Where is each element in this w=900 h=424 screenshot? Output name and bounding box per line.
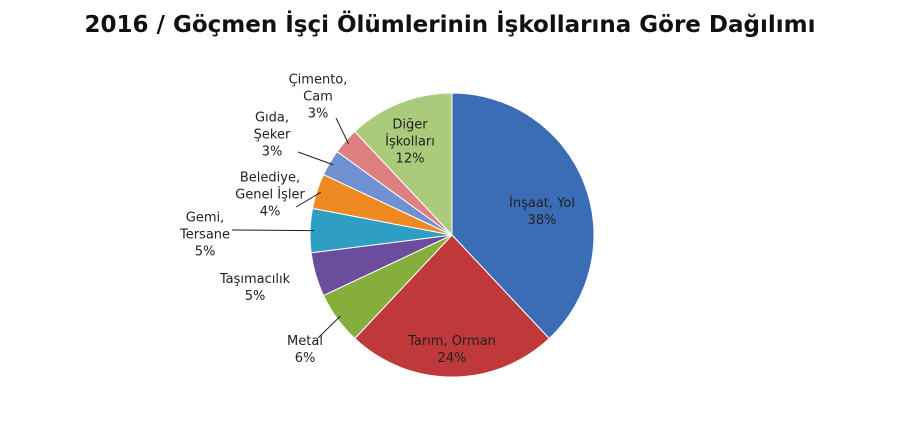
category-label: Gıda, Şeker [253,110,291,143]
slice-label: Belediye, Genel İşler 4% [225,170,315,221]
value-label: 24% [437,351,467,366]
value-label: 3% [307,106,329,122]
value-label: 3% [261,144,283,160]
leader-line [317,315,341,339]
leader-line [295,191,322,208]
leader-line [297,151,334,166]
category-label: Belediye, Genel İşler [235,170,305,203]
slice-label: Çimento, Cam 3% [278,72,358,123]
leader-line [335,117,349,144]
category-label: İnşaat, Yol [509,196,575,211]
category-label: Gemi, Tersane [179,210,231,243]
pie-slice [354,234,550,378]
pie-slice [451,92,595,340]
value-label: 4% [259,204,281,220]
slice-label: Taşımacılık 5% [205,271,305,305]
category-label: Metal [287,334,323,349]
leader-line [231,229,315,232]
slice-label: Gıda, Şeker 3% [242,110,302,161]
slice-label: Gemi, Tersane 5% [170,210,240,261]
slice-label: Tarım, Orman 24% [387,333,517,367]
category-label: Tarım, Orman [408,334,496,349]
slice-label: Metal 6% [275,333,335,367]
category-label: Taşımacılık [219,272,291,287]
slice-label: Diğer İşkolları 12% [375,117,445,168]
pie-slice [354,92,453,237]
value-label: 12% [395,151,425,167]
value-label: 5% [244,289,266,304]
slice-label: İnşaat, Yol 38% [487,195,597,229]
category-label: Çimento, Cam [288,72,348,105]
value-label: 5% [194,244,216,260]
value-label: 6% [294,351,316,366]
category-label: Diğer İşkolları [385,117,435,150]
chart-title: 2016 / Göçmen İşçi Ölümlerinin İşkolları… [84,12,816,38]
value-label: 38% [527,213,557,228]
